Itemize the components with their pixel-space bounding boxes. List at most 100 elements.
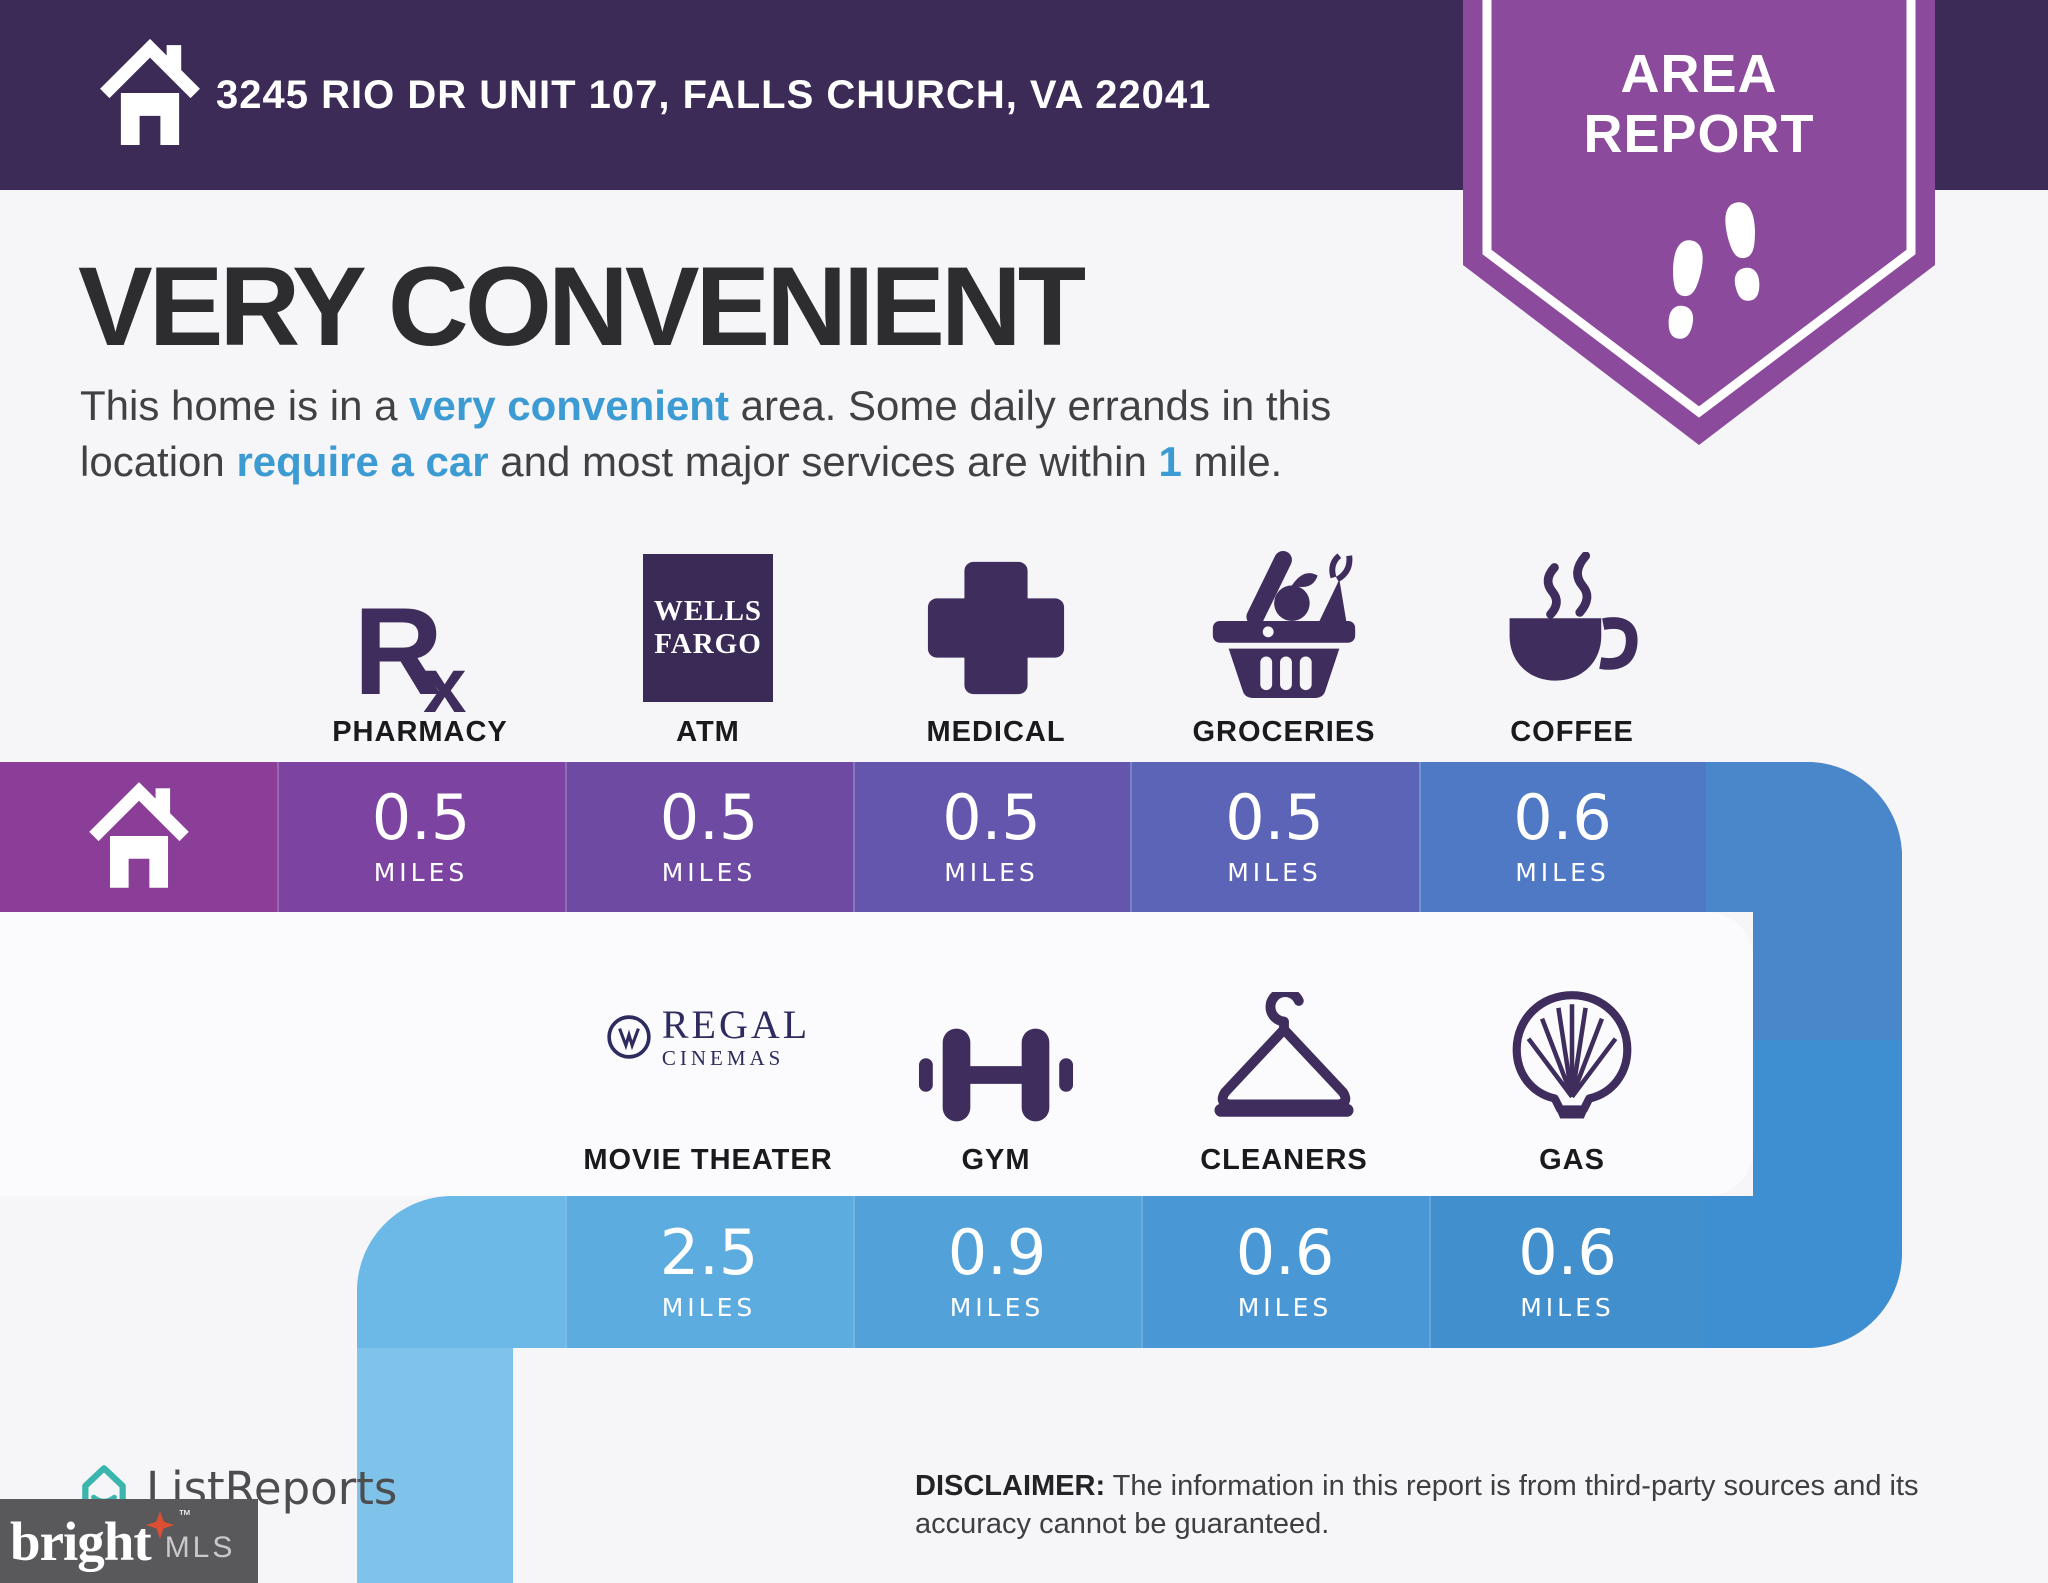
regal-line1: REGAL (661, 1002, 811, 1047)
rx-letter-x: x (423, 640, 467, 729)
distance-value: 0.5 (659, 781, 759, 854)
description-accent: very convenient (409, 382, 729, 429)
distance-value: 0.6 (1235, 1216, 1335, 1289)
description-accent: require a car (236, 438, 489, 486)
movie-theater-icon-box: REGAL CINEMAS (606, 980, 810, 1130)
category-medical: MEDICAL (852, 540, 1140, 749)
distance-segment-groceries: 0.5 MILES (1130, 762, 1419, 912)
distance-value: 0.6 (1513, 781, 1612, 854)
distance-segment-cleaners: 0.6 MILES (1141, 1196, 1429, 1348)
wells-fargo-line1: WELLS (653, 594, 763, 627)
distance-unit: MILES (949, 1293, 1045, 1322)
mls-wordmark: MLS (164, 1531, 236, 1564)
distance-segment-atm: 0.5 MILES (565, 762, 853, 912)
rx-letter-r: R (353, 582, 444, 721)
distance-segment-coffee: 0.6 MILES (1419, 762, 1706, 912)
badge-title-line2: REPORT (1583, 104, 1815, 165)
description-text: area. Some daily errands in this (728, 382, 1332, 429)
distance-unit: MILES (373, 858, 469, 887)
listreports-logo: ListReports (76, 1460, 397, 1516)
category-label: GAS (1539, 1144, 1605, 1176)
distance-value: 0.5 (1225, 781, 1324, 854)
distance-value: 0.5 (942, 781, 1041, 854)
distance-unit: MILES (1227, 858, 1322, 887)
category-atm: WELLS FARGO ATM (564, 540, 852, 749)
category-label: PHARMACY (332, 716, 508, 748)
distance-segment-gym: 0.9 MILES (853, 1196, 1141, 1348)
category-movie-theater: REGAL CINEMAS MOVIE THEATER (564, 980, 852, 1177)
distance-unit: MILES (1237, 1293, 1333, 1322)
bright-mls-logo: bright ™ MLS (0, 1499, 258, 1583)
disclaimer-text: The information in this report is from t… (915, 1470, 1919, 1540)
shell-icon (1512, 991, 1632, 1119)
category-label: ATM (676, 716, 740, 748)
category-coffee: COFFEE (1428, 540, 1716, 749)
property-address: 3245 RIO DR UNIT 107, FALLS CHURCH, VA 2… (216, 72, 1212, 117)
regal-emblem-icon (607, 1015, 651, 1059)
category-label: GYM (961, 1144, 1031, 1176)
distance-segment-medical: 0.5 MILES (853, 762, 1130, 912)
badge-title: AREA REPORT (1463, 44, 1935, 165)
category-label: GROCERIES (1192, 716, 1376, 748)
distance-value: 0.9 (947, 1216, 1047, 1289)
gas-icon-box (1504, 980, 1640, 1130)
lower-content-card (0, 912, 1753, 1196)
area-report-badge: AREA REPORT (1463, 0, 1935, 445)
regal-wordmark: REGAL CINEMAS (662, 1005, 810, 1069)
category-label: MOVIE THEATER (583, 1144, 833, 1176)
distance-segment-pharmacy: 0.5 MILES (277, 762, 565, 912)
snake-tail-strip (357, 1348, 513, 1583)
home-icon (100, 38, 200, 145)
distance-value: 0.5 (371, 781, 471, 854)
description-line-1: This home is in a very convenient area. … (80, 378, 1331, 434)
description-text: and most major services are within (488, 438, 1159, 486)
bright-star-icon (146, 1511, 174, 1539)
bright-wordmark: bright (10, 1510, 152, 1572)
description-accent: 1 (1158, 438, 1182, 486)
grocery-basket-icon (1212, 551, 1356, 699)
category-gym: GYM (852, 980, 1140, 1177)
distance-unit: MILES (661, 1293, 757, 1322)
regal-cinemas-logo: REGAL CINEMAS (606, 1005, 810, 1069)
groceries-icon-box (1204, 540, 1364, 702)
distance-value: 2.5 (659, 1216, 759, 1289)
atm-icon-box: WELLS FARGO (643, 540, 773, 702)
distance-unit: MILES (944, 858, 1039, 887)
medical-icon-box (922, 540, 1070, 702)
snake-turn-bottom-right (1706, 1196, 1902, 1348)
medical-cross-icon (927, 561, 1065, 695)
category-cleaners: CLEANERS (1140, 980, 1428, 1177)
coffee-cup-icon (1509, 552, 1638, 681)
badge-title-line1: AREA (1620, 44, 1778, 104)
disclaimer: DISCLAIMER: The information in this repo… (915, 1468, 1995, 1543)
home-segment (0, 762, 277, 912)
disclaimer-label: DISCLAIMER: (915, 1470, 1106, 1502)
footprints-icon (1668, 202, 1760, 339)
distance-unit: MILES (661, 858, 757, 887)
distance-segment-gas: 0.6 MILES (1429, 1196, 1706, 1348)
regal-line2: CINEMAS (661, 1046, 785, 1070)
badge-pennant-shape (1463, 0, 1935, 445)
category-groceries: GROCERIES (1140, 540, 1428, 749)
walkability-description: This home is in a very convenient area. … (80, 378, 1331, 491)
dumbbell-icon (918, 1028, 1074, 1122)
category-label: COFFEE (1510, 716, 1634, 748)
distance-value: 0.6 (1518, 1216, 1617, 1289)
distance-unit: MILES (1515, 858, 1610, 887)
description-line-2: location require a car and most major se… (80, 434, 1331, 490)
coffee-icon-box (1494, 540, 1650, 702)
description-text: mile. (1181, 438, 1283, 486)
cleaners-icon-box (1205, 980, 1363, 1130)
walkability-headline: VERY CONVENIENT (78, 244, 1086, 369)
gym-icon-box (917, 980, 1075, 1130)
snake-turn-bottom-left (357, 1196, 565, 1348)
home-icon (88, 782, 189, 888)
category-gas: GAS (1428, 980, 1716, 1177)
distance-unit: MILES (1520, 1293, 1615, 1322)
description-text: This home is in a (80, 382, 410, 429)
category-label: CLEANERS (1200, 1144, 1368, 1176)
